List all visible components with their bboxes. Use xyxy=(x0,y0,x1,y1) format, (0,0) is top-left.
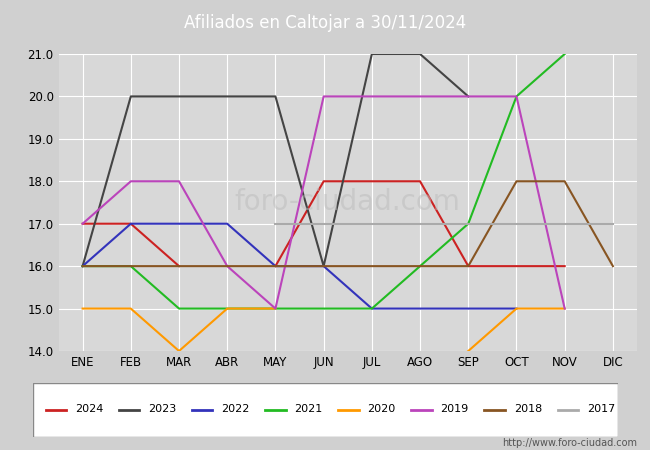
Text: 2020: 2020 xyxy=(367,405,396,414)
Text: Afiliados en Caltojar a 30/11/2024: Afiliados en Caltojar a 30/11/2024 xyxy=(184,14,466,32)
Text: 2018: 2018 xyxy=(514,405,542,414)
Text: 2021: 2021 xyxy=(294,405,322,414)
Text: 2019: 2019 xyxy=(441,405,469,414)
Text: 2023: 2023 xyxy=(148,405,176,414)
Text: http://www.foro-ciudad.com: http://www.foro-ciudad.com xyxy=(502,438,637,448)
FancyBboxPatch shape xyxy=(32,382,617,436)
Text: 2017: 2017 xyxy=(587,405,615,414)
Text: 2024: 2024 xyxy=(75,405,103,414)
Text: foro-ciudad.com: foro-ciudad.com xyxy=(235,189,461,216)
Text: 2022: 2022 xyxy=(221,405,250,414)
